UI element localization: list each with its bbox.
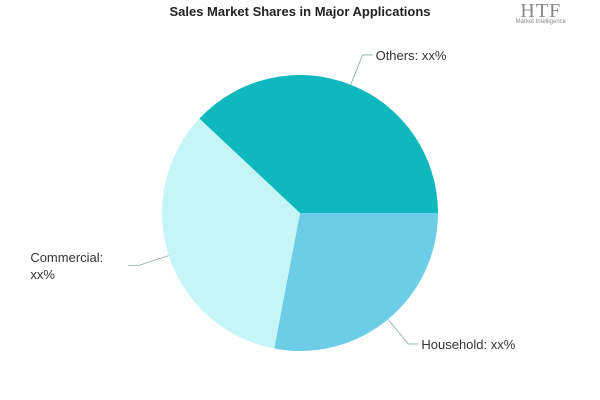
leader-line xyxy=(387,319,419,345)
pie-slice xyxy=(162,118,300,349)
slice-label: Others: xx% xyxy=(375,47,447,63)
leader-line xyxy=(350,54,373,85)
chart-title: Sales Market Shares in Major Application… xyxy=(169,4,431,19)
slice-label: Household: xx% xyxy=(421,336,516,352)
logo-text: HTF xyxy=(520,0,562,22)
pie-slice xyxy=(199,75,438,214)
leader-line xyxy=(128,255,169,266)
pie-slice xyxy=(274,213,438,351)
logo-subtext: Market Intelligence xyxy=(515,19,566,25)
logo: HTF Market Intelligence xyxy=(516,0,566,25)
slice-label: Commercial: xx% xyxy=(30,249,104,282)
